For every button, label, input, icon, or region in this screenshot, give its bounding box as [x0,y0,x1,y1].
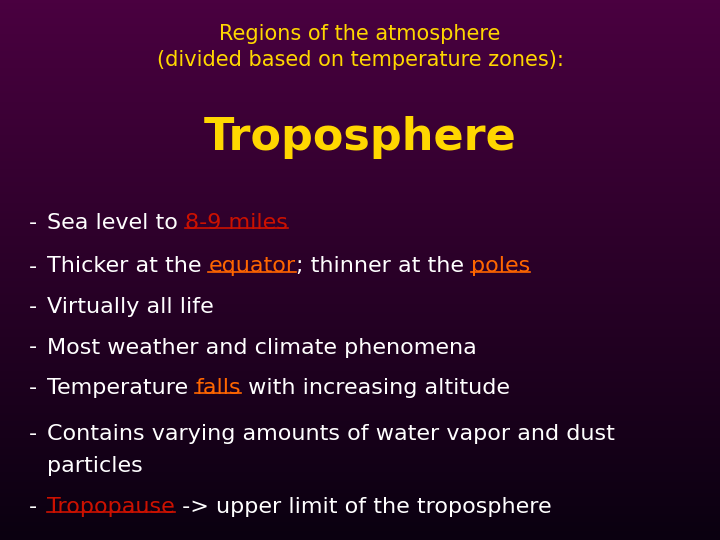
Text: ; thinner at the: ; thinner at the [295,256,471,276]
Text: Temperature: Temperature [47,378,195,398]
Text: Contains varying amounts of water vapor and dust: Contains varying amounts of water vapor … [47,424,615,444]
Text: Regions of the atmosphere
(divided based on temperature zones):: Regions of the atmosphere (divided based… [156,24,564,70]
Text: Thicker at the: Thicker at the [47,256,208,276]
Text: poles: poles [471,256,530,276]
Text: particles: particles [47,456,143,476]
Text: falls: falls [195,378,240,398]
Text: -: - [29,213,37,233]
Text: -> upper limit of the troposphere: -> upper limit of the troposphere [174,497,552,517]
Text: Tropopause: Tropopause [47,497,174,517]
Text: with increasing altitude: with increasing altitude [240,378,510,398]
Text: -: - [29,378,37,398]
Text: Troposphere: Troposphere [204,116,516,159]
Text: -: - [29,338,37,357]
Text: Virtually all life: Virtually all life [47,297,214,317]
Text: equator: equator [208,256,295,276]
Text: -: - [29,297,37,317]
Text: -: - [29,424,37,444]
Text: Most weather and climate phenomena: Most weather and climate phenomena [47,338,477,357]
Text: Sea level to: Sea level to [47,213,185,233]
Text: -: - [29,256,37,276]
Text: -: - [29,497,37,517]
Text: 8-9 miles: 8-9 miles [185,213,288,233]
